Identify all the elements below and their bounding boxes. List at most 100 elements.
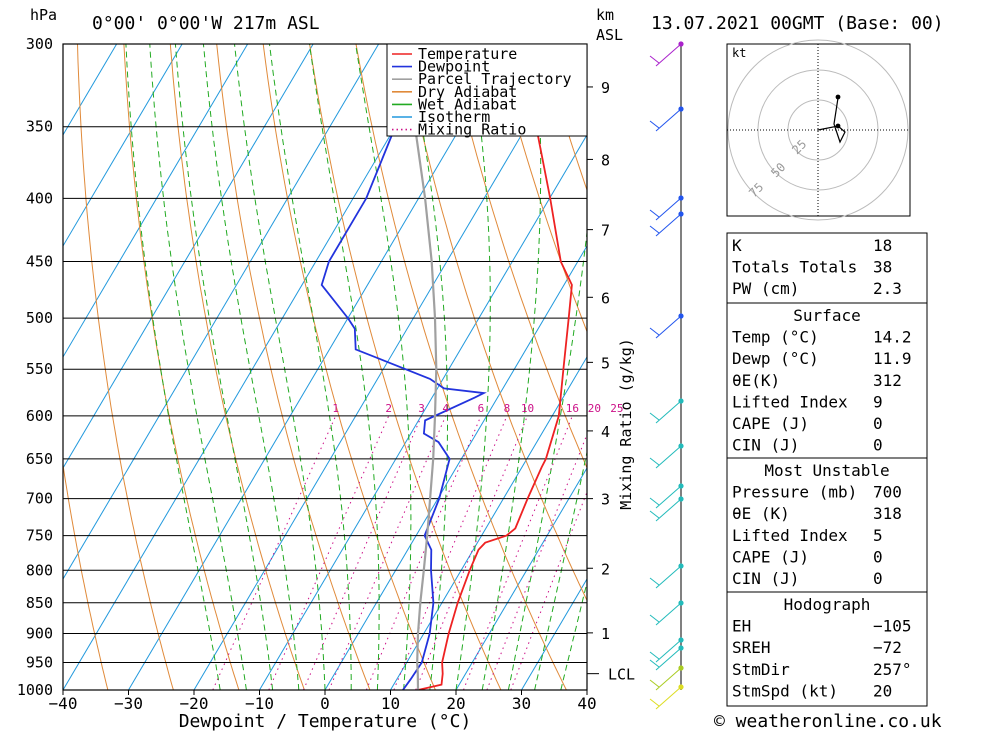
pressure-tick-label: 500 [26, 309, 53, 327]
height-tick-label: 2 [601, 560, 610, 578]
x-tick-label: 30 [512, 694, 531, 713]
hodograph-point [835, 94, 841, 100]
dry-adiabat-line [216, 44, 371, 690]
isotherm-line [193, 44, 576, 690]
hodograph-point [835, 123, 841, 129]
wet-adiabat-line [408, 44, 448, 690]
wind-barb-feather [649, 577, 660, 586]
table-row-value: 0 [873, 569, 883, 588]
pressure-tick-label: 950 [26, 653, 53, 671]
table-row-value: −72 [873, 638, 902, 657]
height-tick-label: 7 [601, 222, 610, 240]
table-row-value: 11.9 [873, 349, 912, 368]
datetime-label: 13.07.2021 00GMT (Base: 00) [651, 13, 944, 34]
isotherm-line [63, 44, 118, 136]
wind-barb-feather [649, 120, 660, 129]
table-row-value: 0 [873, 436, 883, 455]
mixing-ratio-axis-title: Mixing Ratio (g/kg) [617, 338, 635, 510]
wind-barb-staff [655, 667, 682, 691]
table-row-value: 18 [873, 236, 892, 255]
dry-adiabat-line [448, 44, 587, 470]
mixing-ratio-labels: 1 2 3 4 6 8 10 16 20 25 [332, 402, 623, 415]
isotherm-line [324, 244, 587, 690]
x-tick-label: −40 [49, 694, 78, 713]
wind-barb-staff [655, 647, 682, 671]
table-row-value: 312 [873, 371, 902, 390]
height-tick-label: 4 [601, 423, 610, 441]
table-row-label: CIN (J) [732, 436, 799, 455]
wet-adiabat-line [355, 44, 412, 690]
isotherm-line [63, 44, 183, 247]
height-tick-label: 3 [601, 491, 610, 509]
mixing-ratio-value: 4 [442, 402, 449, 415]
table-row-label: SREH [732, 638, 771, 657]
table-row-label: Totals Totals [732, 258, 857, 277]
pressure-tick-label: 300 [26, 35, 53, 53]
wind-barb-staff [655, 686, 682, 710]
hpa-label: hPa [30, 6, 57, 24]
mixing-ratio-line [486, 433, 587, 690]
wind-barb-staff [655, 108, 682, 132]
wind-barb-feather [649, 55, 660, 64]
table-row-value: 5 [873, 526, 883, 545]
wet-adiabat-line [534, 449, 587, 690]
table-row-value: −105 [873, 617, 912, 636]
wind-barb-staff [655, 485, 682, 509]
legend-label: Wet Adiabat [418, 95, 517, 113]
height-tick-label: 6 [601, 289, 610, 307]
pressure-tick-label: 800 [26, 561, 53, 579]
wind-barb-staff [655, 43, 682, 67]
isotherm-line [63, 44, 380, 580]
stability-indices-box [726, 232, 928, 305]
table-row-label: Dewp (°C) [732, 349, 819, 368]
dry-adiabat-line [63, 462, 109, 690]
wind-barb-staff [655, 213, 682, 237]
dry-adiabat-line [262, 44, 436, 690]
legend-box [386, 43, 588, 137]
wind-barb-staff [655, 602, 682, 626]
wet-adiabat-line [149, 44, 247, 690]
wind-barb-staff [655, 445, 682, 469]
isotherm-line [521, 577, 587, 690]
mixing-ratio-value: 2 [385, 402, 392, 415]
pressure-tick-label: 900 [26, 624, 53, 642]
mixing-ratio-value: 25 [610, 402, 623, 415]
credit-label: © weatheronline.co.uk [714, 711, 942, 732]
mixing-ratio-line [463, 415, 573, 690]
table-row-value: 318 [873, 504, 902, 523]
height-tick-label: 9 [601, 79, 610, 97]
table-row-label: CAPE (J) [732, 547, 809, 566]
table-row-value: 0 [873, 547, 883, 566]
pressure-tick-label: 400 [26, 189, 53, 207]
wind-barb-feather [649, 225, 660, 234]
legend-label: Isotherm [418, 108, 490, 126]
table-row-value: 20 [873, 681, 892, 700]
isotherm-line [128, 44, 511, 690]
location-label: 0°00' 0°00'W 217m ASL [92, 13, 320, 34]
table-title: Hodograph [784, 595, 871, 614]
profiles [320, 44, 573, 690]
pressure-tick-label: 700 [26, 490, 53, 508]
mixing-ratio-line [328, 415, 447, 690]
wind-barb-feather [649, 412, 660, 421]
legend-label: Parcel Trajectory [418, 70, 572, 88]
most-unstable-box [726, 457, 928, 595]
table-row-label: θE(K) [732, 371, 780, 390]
table-title: Surface [793, 306, 860, 325]
height-tick-label: 5 [601, 354, 610, 372]
x-tick-label: −30 [114, 694, 143, 713]
pressure-tick-label: 650 [26, 450, 53, 468]
mixing-ratio-value: 3 [418, 402, 425, 415]
mixing-ratio-line [212, 415, 337, 690]
x-tick-label: 40 [577, 694, 596, 713]
dry-adiabat-line [494, 44, 587, 333]
wind-barb-feather [649, 651, 660, 660]
x-axis-title: Dewpoint / Temperature (°C) [179, 711, 472, 732]
wind-barb-staff [655, 315, 682, 339]
wind-barb-feather [649, 510, 660, 519]
dry-adiabat-line [123, 44, 240, 690]
isotherm-line [63, 44, 314, 469]
lcl-label: LCL [608, 666, 635, 684]
table-row-value: 0 [873, 414, 883, 433]
